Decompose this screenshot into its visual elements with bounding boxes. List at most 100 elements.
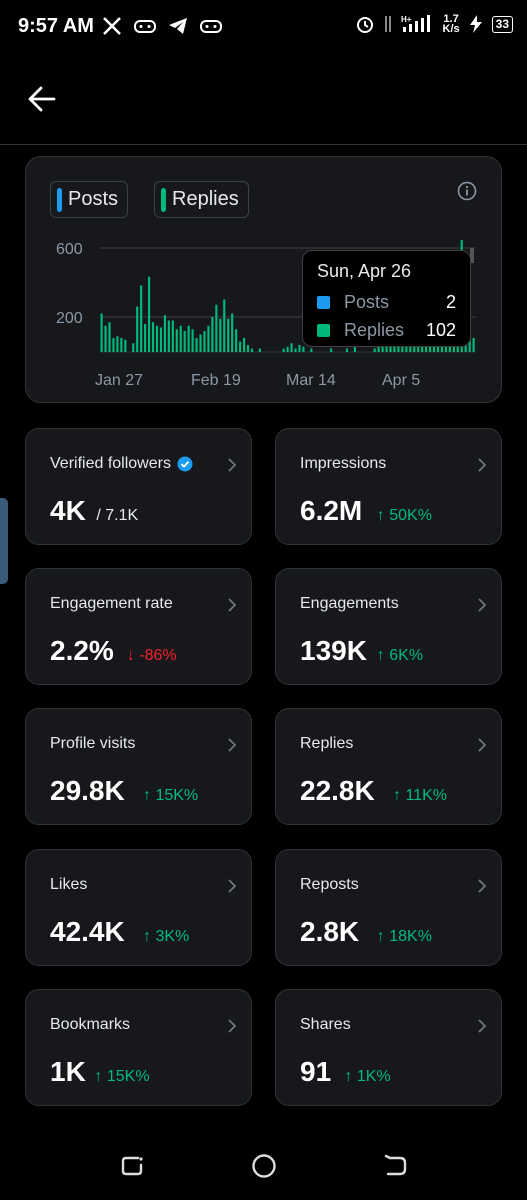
gamepad-icon: [200, 20, 222, 33]
verified-badge-icon: [177, 456, 193, 472]
metric-value: 1K: [50, 1056, 86, 1087]
metric-card-shares[interactable]: Shares 91 ↑ 1K%: [275, 989, 502, 1106]
replies-bar[interactable]: [282, 348, 285, 353]
home-icon[interactable]: [250, 1152, 278, 1180]
replies-bar[interactable]: [199, 334, 202, 353]
legend-replies-chip[interactable]: Replies: [154, 181, 249, 218]
replies-bar[interactable]: [310, 348, 313, 353]
replies-bar[interactable]: [175, 329, 178, 352]
recents-icon[interactable]: [118, 1152, 146, 1180]
replies-bar[interactable]: [151, 322, 155, 352]
replies-bar[interactable]: [183, 331, 186, 352]
replies-bar[interactable]: [203, 331, 206, 352]
replies-bar[interactable]: [100, 313, 103, 353]
info-icon[interactable]: [457, 181, 477, 201]
replies-bar[interactable]: [140, 285, 143, 353]
replies-bar[interactable]: [144, 324, 147, 352]
system-icons: H+ 1.7 K/s 33: [355, 14, 513, 35]
metric-value: 42.4K: [50, 916, 125, 947]
edge-panel-handle[interactable]: [0, 498, 8, 584]
metric-card-bookmarks[interactable]: Bookmarks 1K ↑ 15K%: [25, 989, 252, 1106]
back-arrow-icon[interactable]: [26, 85, 58, 113]
replies-bar[interactable]: [242, 338, 246, 352]
replies-bar[interactable]: [286, 346, 289, 352]
replies-bar[interactable]: [191, 329, 194, 352]
metric-card-replies[interactable]: Replies 22.8K ↑ 11K%: [275, 708, 502, 825]
replies-bar[interactable]: [377, 345, 380, 352]
replies-bar[interactable]: [298, 345, 301, 352]
replies-bar[interactable]: [147, 276, 151, 352]
replies-bar[interactable]: [223, 299, 226, 353]
replies-bar[interactable]: [246, 345, 250, 352]
chevron-right-icon: [228, 738, 237, 752]
replies-bar[interactable]: [219, 318, 222, 352]
replies-bar[interactable]: [124, 339, 127, 352]
replies-bar[interactable]: [116, 336, 119, 352]
replies-bar[interactable]: [120, 338, 123, 352]
replies-bar[interactable]: [239, 341, 242, 353]
replies-bar[interactable]: [211, 317, 214, 352]
replies-bar[interactable]: [353, 346, 356, 352]
x-logo-icon: [103, 17, 121, 35]
replies-bar[interactable]: [468, 332, 471, 352]
metric-card-impressions[interactable]: Impressions 6.2M ↑ 50K%: [275, 428, 502, 545]
replies-bar[interactable]: [159, 327, 163, 353]
replies-bar[interactable]: [472, 338, 475, 352]
replies-bar[interactable]: [227, 318, 230, 352]
replies-bar[interactable]: [207, 325, 210, 352]
metric-change-text: -86%: [139, 647, 177, 664]
replies-bar[interactable]: [195, 338, 198, 352]
metric-card-profile-visits[interactable]: Profile visits 29.8K ↑ 15K%: [25, 708, 252, 825]
replies-bar[interactable]: [381, 346, 384, 352]
replies-bar[interactable]: [294, 348, 297, 353]
replies-bar[interactable]: [155, 325, 159, 352]
replies-bar[interactable]: [250, 348, 254, 353]
replies-bar[interactable]: [373, 348, 376, 353]
replies-bar[interactable]: [290, 343, 293, 352]
metric-change: ↑ 11K%: [393, 787, 447, 805]
metric-card-verified-followers[interactable]: Verified followers 4K / 7.1K: [25, 428, 252, 545]
replies-bar[interactable]: [136, 306, 139, 353]
metric-label: Likes: [50, 876, 87, 894]
replies-bar[interactable]: [179, 325, 182, 352]
replies-bar[interactable]: [167, 320, 170, 353]
replies-bar[interactable]: [132, 343, 135, 352]
replies-bar[interactable]: [345, 348, 349, 353]
x-tick-label: Jan 27: [95, 372, 143, 389]
telegram-icon: [169, 18, 187, 34]
legend-posts-chip[interactable]: Posts: [50, 181, 129, 218]
metric-label-text: Impressions: [300, 455, 387, 472]
metric-label-text: Shares: [300, 1016, 351, 1033]
metric-label-text: Engagement rate: [50, 595, 173, 612]
metric-card-engagements[interactable]: Engagements 139K ↑ 6K%: [275, 568, 502, 685]
replies-bar[interactable]: [112, 338, 115, 352]
replies-bar[interactable]: [393, 345, 396, 352]
metric-label: Engagements: [300, 595, 399, 613]
metric-card-engagement-rate[interactable]: Engagement rate 2.2% ↓ -86%: [25, 568, 252, 685]
replies-bar[interactable]: [215, 304, 218, 352]
replies-bar[interactable]: [330, 348, 333, 353]
replies-bar[interactable]: [187, 325, 190, 352]
tooltip-posts-name: Posts: [344, 291, 390, 312]
metric-change-text: 18K%: [389, 928, 432, 945]
back-nav-icon[interactable]: [382, 1152, 410, 1180]
replies-bar[interactable]: [104, 325, 107, 352]
replies-bar[interactable]: [302, 346, 305, 352]
replies-bar[interactable]: [108, 322, 111, 352]
metric-card-likes[interactable]: Likes 42.4K ↑ 3K%: [25, 849, 252, 966]
status-time: 9:57 AM: [18, 15, 94, 37]
replies-bar[interactable]: [171, 320, 174, 353]
x-tick-label: Mar 14: [286, 372, 336, 389]
replies-bar[interactable]: [231, 313, 234, 353]
replies-bar[interactable]: [397, 345, 400, 352]
arrow-up-icon: ↑: [94, 1068, 107, 1085]
metric-change-text: 11K%: [405, 787, 447, 804]
replies-bar[interactable]: [258, 348, 261, 353]
metric-label: Profile visits: [50, 735, 135, 753]
replies-bar[interactable]: [163, 315, 166, 352]
metric-card-reposts[interactable]: Reposts 2.8K ↑ 18K%: [275, 849, 502, 966]
gamepad-icon: [134, 20, 156, 33]
chevron-right-icon: [228, 879, 237, 893]
metric-label-text: Engagements: [300, 595, 399, 612]
replies-bar[interactable]: [235, 329, 238, 352]
